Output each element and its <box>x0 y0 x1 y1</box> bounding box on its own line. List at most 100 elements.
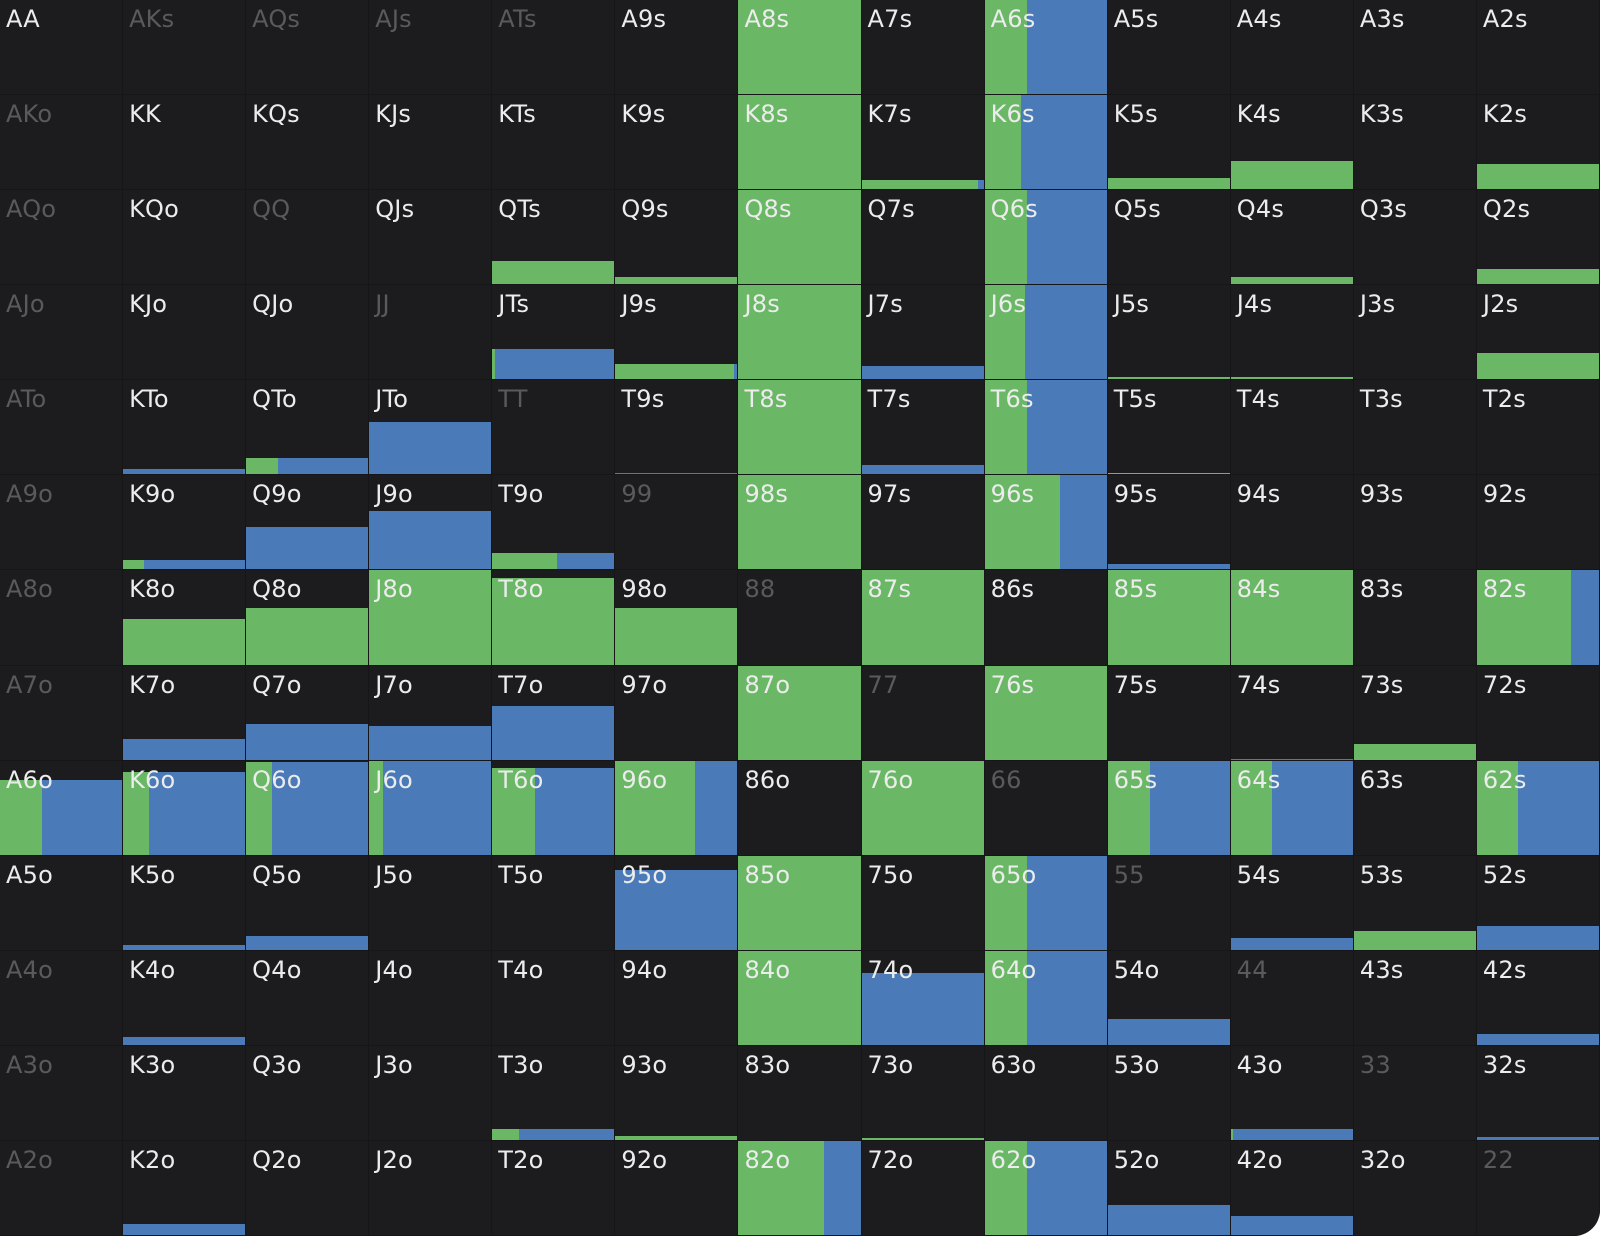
hand-cell-63o[interactable]: 63o <box>984 1045 1108 1141</box>
hand-cell-a5o[interactable]: A5o <box>0 855 124 951</box>
hand-cell-a7o[interactable]: A7o <box>0 665 124 761</box>
hand-cell-t6s[interactable]: T6s <box>984 380 1108 476</box>
hand-cell-a4o[interactable]: A4o <box>0 950 124 1046</box>
hand-cell-a8s[interactable]: A8s <box>738 0 862 96</box>
hand-cell-98o[interactable]: 98o <box>615 570 739 666</box>
hand-cell-96s[interactable]: 96s <box>984 475 1108 571</box>
hand-cell-a2o[interactable]: A2o <box>0 1140 124 1236</box>
hand-cell-54o[interactable]: 54o <box>1107 950 1231 1046</box>
hand-cell-j7s[interactable]: J7s <box>861 285 985 381</box>
hand-cell-j5o[interactable]: J5o <box>369 855 493 951</box>
hand-cell-76o[interactable]: 76o <box>861 760 985 856</box>
hand-cell-jts[interactable]: JTs <box>492 285 616 381</box>
hand-cell-k8s[interactable]: K8s <box>738 95 862 191</box>
hand-cell-q9o[interactable]: Q9o <box>246 475 370 571</box>
hand-cell-44[interactable]: 44 <box>1230 950 1354 1046</box>
hand-cell-52o[interactable]: 52o <box>1107 1140 1231 1236</box>
hand-cell-k3o[interactable]: K3o <box>123 1045 247 1141</box>
hand-cell-65s[interactable]: 65s <box>1107 760 1231 856</box>
hand-cell-aqs[interactable]: AQs <box>246 0 370 96</box>
hand-cell-q5s[interactable]: Q5s <box>1107 190 1231 286</box>
hand-cell-88[interactable]: 88 <box>738 570 862 666</box>
hand-cell-j4s[interactable]: J4s <box>1230 285 1354 381</box>
hand-cell-aks[interactable]: AKs <box>123 0 247 96</box>
hand-cell-kto[interactable]: KTo <box>123 380 247 476</box>
hand-cell-82s[interactable]: 82s <box>1476 570 1600 666</box>
hand-cell-t7o[interactable]: T7o <box>492 665 616 761</box>
hand-cell-a5s[interactable]: A5s <box>1107 0 1231 96</box>
hand-cell-q6s[interactable]: Q6s <box>984 190 1108 286</box>
hand-cell-q7o[interactable]: Q7o <box>246 665 370 761</box>
hand-cell-a8o[interactable]: A8o <box>0 570 124 666</box>
hand-cell-94s[interactable]: 94s <box>1230 475 1354 571</box>
hand-cell-k7s[interactable]: K7s <box>861 95 985 191</box>
hand-cell-ajs[interactable]: AJs <box>369 0 493 96</box>
hand-cell-42o[interactable]: 42o <box>1230 1140 1354 1236</box>
hand-cell-62o[interactable]: 62o <box>984 1140 1108 1236</box>
hand-cell-t5o[interactable]: T5o <box>492 855 616 951</box>
hand-cell-74o[interactable]: 74o <box>861 950 985 1046</box>
hand-cell-42s[interactable]: 42s <box>1476 950 1600 1046</box>
hand-cell-qjo[interactable]: QJo <box>246 285 370 381</box>
hand-cell-j2o[interactable]: J2o <box>369 1140 493 1236</box>
hand-cell-96o[interactable]: 96o <box>615 760 739 856</box>
hand-cell-j7o[interactable]: J7o <box>369 665 493 761</box>
hand-cell-k9s[interactable]: K9s <box>615 95 739 191</box>
hand-cell-k6s[interactable]: K6s <box>984 95 1108 191</box>
hand-cell-k8o[interactable]: K8o <box>123 570 247 666</box>
hand-cell-j3o[interactable]: J3o <box>369 1045 493 1141</box>
hand-cell-99[interactable]: 99 <box>615 475 739 571</box>
hand-cell-72o[interactable]: 72o <box>861 1140 985 1236</box>
hand-cell-93o[interactable]: 93o <box>615 1045 739 1141</box>
hand-cell-65o[interactable]: 65o <box>984 855 1108 951</box>
hand-cell-64s[interactable]: 64s <box>1230 760 1354 856</box>
hand-cell-kts[interactable]: KTs <box>492 95 616 191</box>
hand-cell-j9s[interactable]: J9s <box>615 285 739 381</box>
hand-cell-t9s[interactable]: T9s <box>615 380 739 476</box>
hand-cell-33[interactable]: 33 <box>1353 1045 1477 1141</box>
hand-cell-a4s[interactable]: A4s <box>1230 0 1354 96</box>
hand-cell-t9o[interactable]: T9o <box>492 475 616 571</box>
hand-cell-q9s[interactable]: Q9s <box>615 190 739 286</box>
hand-cell-q5o[interactable]: Q5o <box>246 855 370 951</box>
hand-cell-53s[interactable]: 53s <box>1353 855 1477 951</box>
hand-cell-qto[interactable]: QTo <box>246 380 370 476</box>
hand-cell-t2s[interactable]: T2s <box>1476 380 1600 476</box>
hand-cell-t2o[interactable]: T2o <box>492 1140 616 1236</box>
hand-cell-85o[interactable]: 85o <box>738 855 862 951</box>
hand-cell-k7o[interactable]: K7o <box>123 665 247 761</box>
hand-cell-aqo[interactable]: AQo <box>0 190 124 286</box>
hand-cell-jto[interactable]: JTo <box>369 380 493 476</box>
hand-cell-t5s[interactable]: T5s <box>1107 380 1231 476</box>
hand-cell-63s[interactable]: 63s <box>1353 760 1477 856</box>
hand-cell-j9o[interactable]: J9o <box>369 475 493 571</box>
hand-cell-86o[interactable]: 86o <box>738 760 862 856</box>
hand-cell-t8o[interactable]: T8o <box>492 570 616 666</box>
hand-cell-a9s[interactable]: A9s <box>615 0 739 96</box>
hand-cell-92o[interactable]: 92o <box>615 1140 739 1236</box>
hand-cell-k5o[interactable]: K5o <box>123 855 247 951</box>
hand-cell-a2s[interactable]: A2s <box>1476 0 1600 96</box>
hand-cell-74s[interactable]: 74s <box>1230 665 1354 761</box>
hand-cell-77[interactable]: 77 <box>861 665 985 761</box>
hand-cell-a3o[interactable]: A3o <box>0 1045 124 1141</box>
hand-cell-84s[interactable]: 84s <box>1230 570 1354 666</box>
hand-cell-ako[interactable]: AKo <box>0 95 124 191</box>
hand-cell-j3s[interactable]: J3s <box>1353 285 1477 381</box>
hand-cell-75s[interactable]: 75s <box>1107 665 1231 761</box>
hand-cell-a9o[interactable]: A9o <box>0 475 124 571</box>
hand-cell-k9o[interactable]: K9o <box>123 475 247 571</box>
hand-cell-64o[interactable]: 64o <box>984 950 1108 1046</box>
hand-cell-97o[interactable]: 97o <box>615 665 739 761</box>
hand-cell-t7s[interactable]: T7s <box>861 380 985 476</box>
hand-cell-j2s[interactable]: J2s <box>1476 285 1600 381</box>
hand-cell-32s[interactable]: 32s <box>1476 1045 1600 1141</box>
hand-cell-94o[interactable]: 94o <box>615 950 739 1046</box>
hand-cell-52s[interactable]: 52s <box>1476 855 1600 951</box>
hand-cell-55[interactable]: 55 <box>1107 855 1231 951</box>
hand-cell-aa[interactable]: AA <box>0 0 124 96</box>
hand-cell-t3o[interactable]: T3o <box>492 1045 616 1141</box>
hand-cell-75o[interactable]: 75o <box>861 855 985 951</box>
hand-cell-62s[interactable]: 62s <box>1476 760 1600 856</box>
hand-cell-a3s[interactable]: A3s <box>1353 0 1477 96</box>
